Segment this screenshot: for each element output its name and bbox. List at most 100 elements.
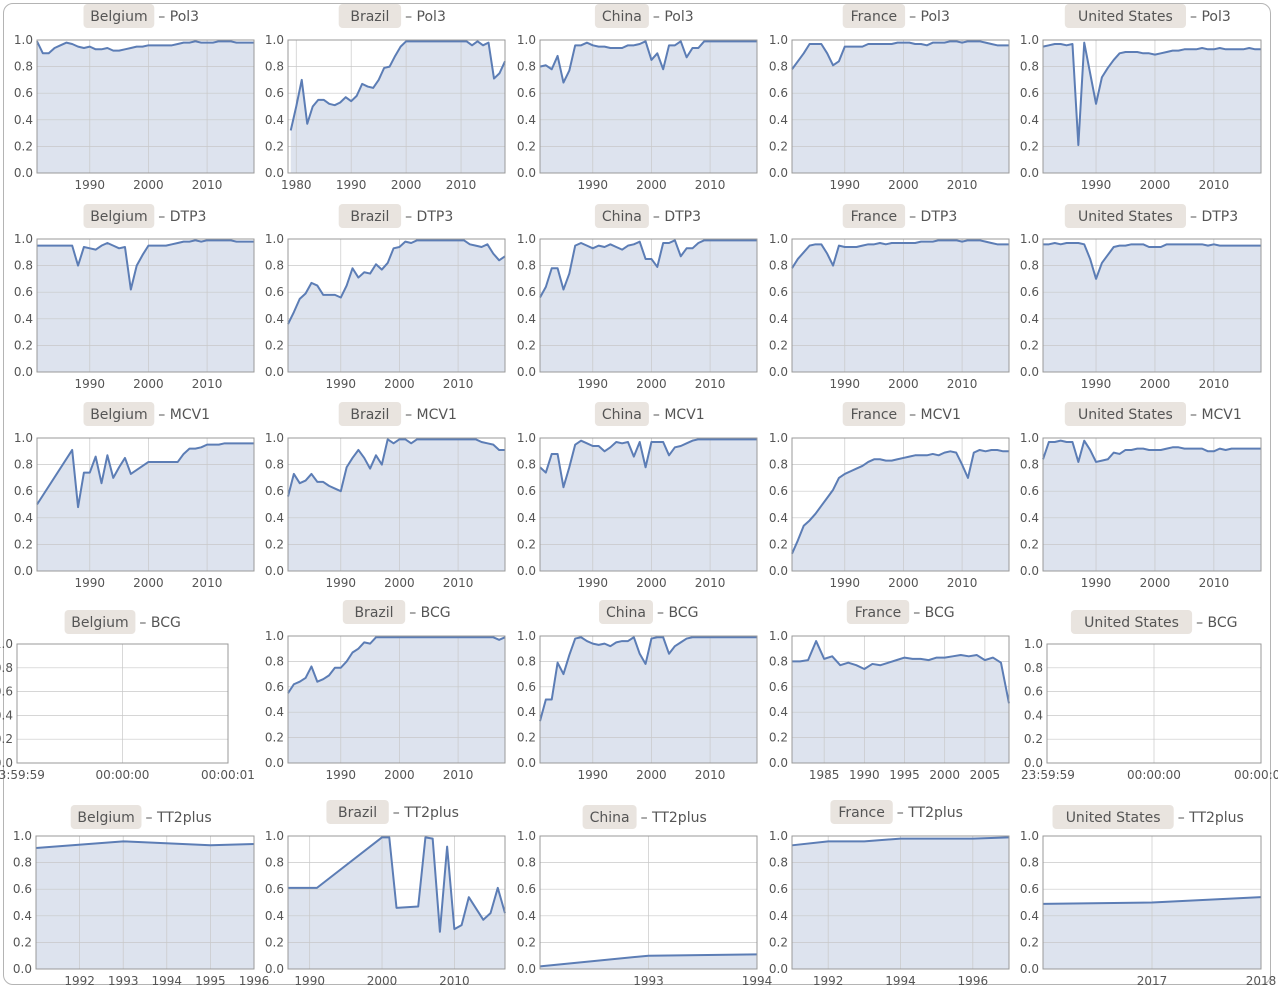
y-tick-label: 0.8 [265, 458, 284, 472]
y-tick-label: 0.8 [1020, 458, 1039, 472]
country-name: China [602, 9, 642, 25]
y-tick-label: 1.0 [13, 829, 32, 843]
y-tick-label: 0.0 [769, 756, 788, 770]
y-tick-label: 0.4 [14, 113, 33, 127]
x-tick-label: 2010 [1199, 377, 1230, 391]
country-name: China [606, 605, 646, 621]
y-tick-label: 0.4 [13, 909, 32, 923]
x-tick-label: 2010 [192, 576, 223, 590]
chart-panel-united-states-bcg: 0.0 0.2 0.4 0.6 0.8 1.0 23:59:59 00:00:00 00:00:… [1021, 610, 1278, 782]
country-badge [846, 600, 910, 624]
y-tick-label: 0.6 [517, 882, 536, 896]
series-line [287, 636, 506, 694]
notebook-output-frame [3, 3, 1271, 985]
area-fill [540, 41, 757, 173]
country-name: Brazil [350, 407, 389, 423]
x-tick-label: 2010 [695, 377, 726, 391]
chart-panel-france-pol3: 0.0 0.2 0.4 0.6 0.8 1.0 1990 2000 2010 France – Po… [769, 4, 1010, 192]
y-tick-label: 0.4 [14, 312, 33, 326]
plot-frame [287, 437, 506, 572]
y-tick-label: 0.4 [769, 705, 788, 719]
plot-frame [1042, 39, 1262, 174]
y-tick-label: 0.0 [517, 756, 536, 770]
y-tick-label: 0.4 [517, 511, 536, 525]
y-tick-label: 0.0 [265, 564, 284, 578]
area-fill [792, 641, 1009, 763]
y-tick-label: 0.6 [13, 882, 32, 896]
y-tick-label: 1.0 [14, 33, 33, 47]
plot-frame [36, 238, 255, 373]
area-fill [540, 240, 757, 372]
series-line [791, 239, 1009, 269]
y-tick-label: 0.0 [265, 962, 284, 976]
y-tick-label: 1.0 [265, 431, 284, 445]
y-tick-label: 0.2 [265, 139, 284, 153]
country-name: Belgium [90, 9, 147, 25]
chart-panel-united-states-mcv1: 0.0 0.2 0.4 0.6 0.8 1.0 1990 2000 2010 United Sta… [1020, 402, 1262, 590]
y-tick-label: 0.0 [517, 962, 536, 976]
y-tick-label: 0.8 [769, 458, 788, 472]
y-tick-label: 0.4 [265, 312, 284, 326]
x-tick-label: 2000 [384, 576, 415, 590]
area-fill [288, 240, 505, 372]
country-badge [326, 800, 389, 824]
x-tick-label: 1990 [578, 377, 609, 391]
y-tick-label: 0.0 [769, 166, 788, 180]
y-tick-label: 0.6 [517, 484, 536, 498]
x-tick-label: 1990 [75, 576, 106, 590]
y-tick-label: 0.0 [769, 564, 788, 578]
chart-panel-united-states-tt2plus: 0.0 0.2 0.4 0.6 0.8 1.0 2017 2018 United States –… [1020, 805, 1276, 988]
x-tick-label: 1994 [742, 974, 773, 988]
y-tick-label: 1.0 [769, 33, 788, 47]
x-tick-label: 2000 [133, 377, 164, 391]
vaccine-label: – DTP3 [909, 209, 957, 225]
chart-panel-brazil-dtp3: 0.0 0.2 0.4 0.6 0.8 1.0 1990 2000 2010 Brazil – DT… [265, 204, 506, 391]
x-tick-label: 2000 [636, 377, 667, 391]
y-tick-label: 0.4 [517, 909, 536, 923]
x-tick-label: 2010 [695, 768, 726, 782]
plot-frame [287, 835, 506, 970]
x-tick-label: 2018 [1246, 974, 1277, 988]
x-tick-label: 1990 [578, 768, 609, 782]
y-tick-label: 0.4 [769, 909, 788, 923]
vaccine-label: – MCV1 [653, 407, 705, 423]
x-tick-label: 1990 [75, 178, 106, 192]
country-badge [338, 204, 402, 228]
y-tick-label: 0.8 [769, 856, 788, 870]
x-tick-label: 2010 [443, 377, 474, 391]
vaccine-label: – DTP3 [1190, 209, 1238, 225]
y-tick-label: 0.6 [14, 484, 33, 498]
y-tick-label: 0.2 [14, 139, 33, 153]
chart-panel-belgium-pol3: 0.0 0.2 0.4 0.6 0.8 1.0 1990 2000 2010 Belgium – P… [14, 4, 255, 192]
y-tick-label: 0.2 [517, 935, 536, 949]
plot-frame [36, 39, 255, 174]
y-tick-label: 0.8 [517, 856, 536, 870]
chart-panel-belgium-dtp3: 0.0 0.2 0.4 0.6 0.8 1.0 1990 2000 2010 Belgium – D… [14, 204, 255, 391]
country-name: Brazil [350, 9, 389, 25]
country-badge [83, 402, 155, 426]
country-name: United States [1084, 615, 1179, 631]
x-tick-label: 1994 [885, 974, 916, 988]
country-name: France [838, 805, 885, 821]
x-tick-label: 1990 [578, 178, 609, 192]
series-line [792, 640, 1010, 704]
area-fill [792, 449, 1009, 571]
country-name: Brazil [350, 209, 389, 225]
vaccine-label: – BCG [409, 605, 450, 621]
area-fill [540, 439, 757, 571]
x-tick-label: 2000 [1140, 576, 1171, 590]
x-tick-label: 2010 [192, 178, 223, 192]
x-tick-label: 00:00:00 [1127, 768, 1181, 782]
x-tick-label: 1990 [326, 768, 357, 782]
vaccine-label: – MCV1 [1190, 407, 1242, 423]
y-tick-label: 0.4 [265, 113, 284, 127]
plot-frame [539, 835, 758, 970]
chart-panel-france-tt2plus: 0.0 0.2 0.4 0.6 0.8 1.0 1992 1994 1996 France – TT… [769, 800, 1010, 988]
y-tick-label: 0.2 [1024, 732, 1043, 746]
y-tick-label: 1.0 [1020, 33, 1039, 47]
y-tick-label: 0.2 [13, 935, 32, 949]
chart-panel-brazil-tt2plus: 0.0 0.2 0.4 0.6 0.8 1.0 1990 2000 2010 Brazil – TT… [265, 800, 506, 988]
y-tick-label: 1.0 [14, 431, 33, 445]
y-tick-label: 0.6 [14, 285, 33, 299]
